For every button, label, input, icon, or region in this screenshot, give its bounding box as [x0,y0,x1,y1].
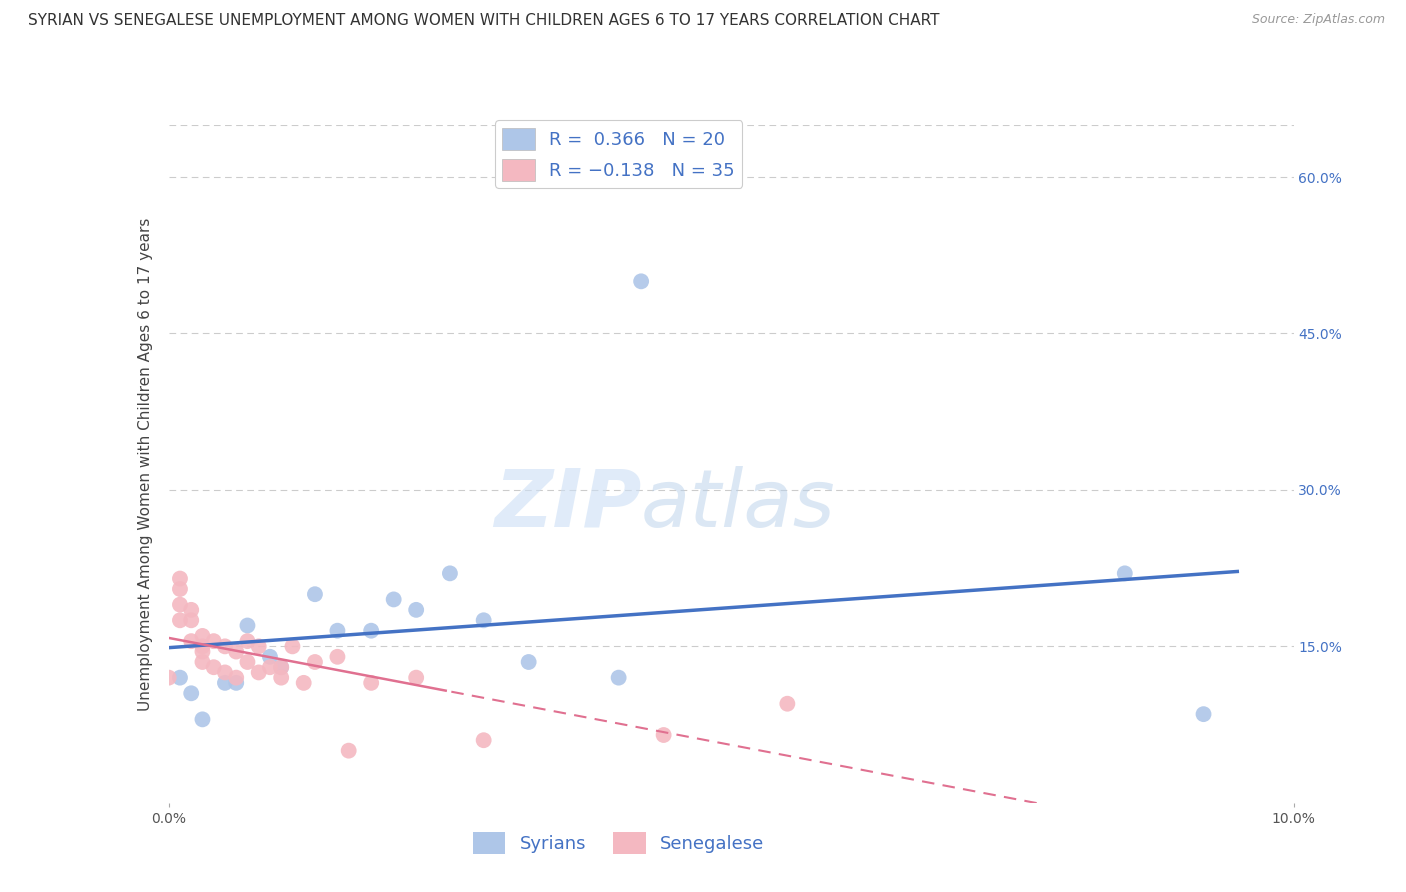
Point [225,671,247,685]
Point [157,671,180,685]
Point [169,572,191,586]
Point [191,712,214,726]
Point [236,634,259,648]
Point [630,274,652,288]
Point [472,613,495,627]
Point [1192,707,1215,722]
Point [292,676,315,690]
Point [191,629,214,643]
Point [326,624,349,638]
Point [326,649,349,664]
Point [225,644,247,658]
Point [360,624,382,638]
Point [652,728,675,742]
Point [360,676,382,690]
Point [247,665,270,680]
Point [180,634,202,648]
Point [270,660,292,674]
Text: Source: ZipAtlas.com: Source: ZipAtlas.com [1251,13,1385,27]
Point [304,587,326,601]
Point [247,640,270,654]
Point [202,660,225,674]
Y-axis label: Unemployment Among Women with Children Ages 6 to 17 years: Unemployment Among Women with Children A… [138,217,153,711]
Point [214,665,236,680]
Point [191,640,214,654]
Point [180,603,202,617]
Point [382,592,405,607]
Point [180,613,202,627]
Point [259,660,281,674]
Point [304,655,326,669]
Point [1114,566,1136,581]
Point [214,640,236,654]
Text: ZIP: ZIP [494,466,641,543]
Point [607,671,630,685]
Point [169,598,191,612]
Point [439,566,461,581]
Point [270,660,292,674]
Point [405,603,427,617]
Point [169,613,191,627]
Point [472,733,495,747]
Point [225,676,247,690]
Text: atlas: atlas [641,466,837,543]
Legend: Syrians, Senegalese: Syrians, Senegalese [465,825,772,862]
Point [776,697,799,711]
Point [236,655,259,669]
Point [405,671,427,685]
Point [180,686,202,700]
Point [191,644,214,658]
Point [169,671,191,685]
Point [259,649,281,664]
Point [270,671,292,685]
Point [202,634,225,648]
Point [169,582,191,596]
Point [191,655,214,669]
Point [337,744,360,758]
Point [214,676,236,690]
Point [281,640,304,654]
Text: SYRIAN VS SENEGALESE UNEMPLOYMENT AMONG WOMEN WITH CHILDREN AGES 6 TO 17 YEARS C: SYRIAN VS SENEGALESE UNEMPLOYMENT AMONG … [28,13,939,29]
Point [236,618,259,632]
Point [517,655,540,669]
